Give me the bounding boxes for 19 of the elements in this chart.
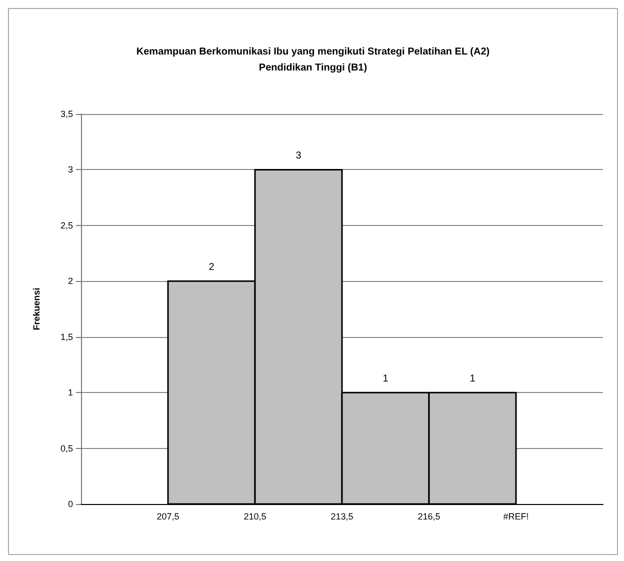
x-tick-label: #REF!: [503, 512, 529, 522]
x-tick-label: 210,5: [244, 512, 266, 522]
y-tick-label: 1: [68, 388, 73, 398]
y-tick-label: 2: [68, 276, 73, 286]
data-label: 1: [470, 373, 476, 384]
x-tick-label: 207,5: [156, 512, 180, 522]
y-tick-label: 2,5: [60, 220, 73, 230]
y-tick-label: 0,5: [60, 443, 73, 454]
data-label: 3: [296, 150, 302, 162]
x-tick-label: 213,5: [330, 512, 354, 522]
data-label: 2: [208, 262, 215, 273]
y-tick-label: 1,5: [60, 332, 73, 342]
x-tick-label: 216,5: [418, 512, 440, 522]
data-label: 1: [382, 373, 389, 384]
y-tick-label: 0: [68, 499, 73, 509]
y-tick-label: 3,5: [60, 109, 73, 119]
y-axis-title: Frekuensi: [32, 288, 42, 330]
chart-title: Kemampuan Berkomunikasi Ibu yang mengikuti Strategi Pelatihan EL (A2) Pendidikan Tinggi (B1): [136, 46, 490, 74]
y-tick-label: 3: [68, 164, 73, 175]
